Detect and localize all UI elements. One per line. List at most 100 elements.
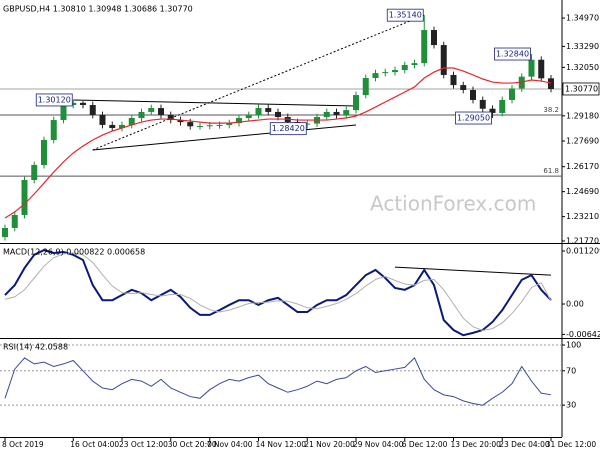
indicator-line [4, 252, 552, 331]
candle-body [548, 78, 554, 89]
candle-body [460, 85, 467, 90]
fib-level-label: 61.8 [543, 167, 559, 175]
candle-body [216, 124, 223, 126]
candle-body [382, 72, 389, 74]
indicator-line [4, 249, 552, 337]
y-tick-label: 1.33290 [566, 42, 599, 51]
candle-body [226, 123, 233, 125]
x-tick-label: 21 Nov 20:00 [304, 440, 355, 449]
price-annotation-label: 1.28420 [272, 124, 305, 133]
price-annotation-box [269, 122, 307, 136]
x-tick-label: 23 Dec 04:00 [499, 440, 550, 449]
candle-body [206, 125, 213, 127]
panel-title: GBPUSD,H4 1.30810 1.30948 1.30686 1.3077… [3, 5, 193, 14]
candle-body [41, 139, 47, 165]
price-annotation-label: 1.29050 [457, 114, 490, 123]
candle-body [353, 95, 359, 111]
candle-body [372, 73, 379, 78]
price-annotation-box [35, 93, 73, 107]
price-annotation-box [455, 111, 492, 125]
candle-body [2, 227, 8, 238]
indicator-line [4, 357, 552, 406]
x-tick-label: 13 Dec 20:00 [451, 440, 502, 449]
panel-title: RSI(14) 42.0588 [3, 343, 68, 352]
candle-body [21, 180, 28, 215]
x-tick-label: 16 Oct 04:00 [70, 440, 119, 449]
x-tick-label: 8 Oct 2019 [2, 440, 44, 449]
y-tick-label: 0.011209 [566, 247, 600, 256]
price-annotation-label: 1.30120 [38, 95, 71, 104]
fib-level-label: 38.2 [543, 106, 559, 114]
candle-body [80, 102, 86, 106]
price-annotation-label: 1.32840 [496, 50, 529, 59]
candle-body [489, 108, 496, 113]
candle-body [50, 120, 57, 140]
candle-body [440, 45, 447, 75]
candle-body [323, 111, 330, 118]
candle-body [431, 30, 437, 46]
candle-body [255, 108, 262, 115]
candle-body [343, 110, 350, 115]
y-tick-label: 1.23210 [566, 212, 599, 221]
candle-body [60, 105, 67, 121]
y-tick-label: 1.32050 [566, 63, 599, 72]
panel-title: MACD(12,26,9) 0.000822 0.000658 [3, 248, 145, 257]
candle-body [109, 124, 116, 128]
x-tick-label: 31 Dec 12:00 [546, 440, 597, 449]
candle-body [509, 88, 515, 100]
candle-body [275, 111, 281, 118]
x-tick-label: 30 Oct 20:00 [168, 440, 217, 449]
y-tick-label: 1.26170 [566, 162, 599, 171]
candle-body [362, 77, 369, 96]
x-tick-label: 7 Nov 04:00 [207, 440, 253, 449]
candle-body [538, 59, 545, 79]
y-tick-label: 1.24690 [566, 187, 599, 196]
x-tick-label: 6 Dec 12:00 [402, 440, 448, 449]
candle-body [411, 63, 418, 65]
candle-body [119, 124, 125, 128]
candle-body [499, 99, 506, 113]
candle-body [470, 89, 476, 100]
y-tick-label: 1.34970 [566, 14, 599, 23]
candle-body [245, 114, 252, 119]
candle-body [167, 114, 174, 121]
candle-body [138, 111, 145, 119]
indicator-line [4, 67, 552, 219]
candle-body [304, 123, 311, 125]
candle-body [99, 114, 106, 125]
candle-body [401, 64, 408, 71]
x-tick-label: 23 Oct 12:00 [119, 440, 168, 449]
current-price-label: 1.30770 [565, 84, 598, 93]
candle-body [197, 125, 203, 127]
candle-body [70, 102, 77, 106]
y-tick-label: 0.00 [566, 300, 584, 309]
candle-body [450, 74, 457, 86]
candle-body [236, 118, 242, 124]
candle-body [265, 108, 272, 112]
candle-body [177, 120, 184, 123]
price-annotation-box [494, 47, 531, 61]
trendline [92, 124, 357, 151]
candle-body [31, 164, 38, 181]
y-tick-label: 100 [566, 340, 581, 349]
x-tick-label: 14 Nov 12:00 [256, 440, 307, 449]
candle-body [128, 118, 135, 125]
candle-body [89, 105, 96, 115]
trendline [394, 266, 552, 276]
candle-body [11, 214, 18, 228]
price-annotation-label: 1.35140 [389, 11, 422, 20]
candle-body [479, 99, 486, 109]
trendline [73, 99, 357, 107]
y-tick-label: -0.00642 [566, 330, 600, 339]
candle-body [421, 30, 428, 64]
y-tick-label: 1.27690 [566, 136, 599, 145]
x-tick-label: 29 Nov 04:00 [353, 440, 404, 449]
y-tick-label: 1.29180 [566, 111, 599, 120]
watermark: ActionForex.com [370, 192, 536, 216]
candle-body [148, 108, 155, 112]
current-price-box [562, 82, 600, 96]
candle-body [392, 70, 398, 73]
